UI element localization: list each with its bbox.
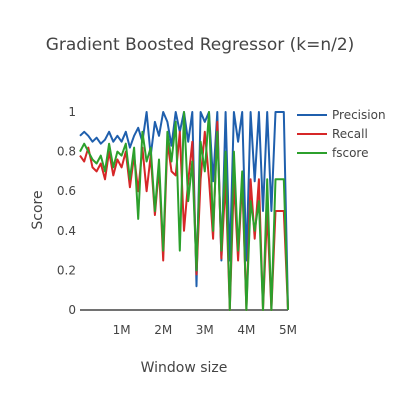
x-tick-label: 4M bbox=[237, 323, 255, 337]
y-tick-label: 0.6 bbox=[57, 184, 76, 198]
y-tick-label: 0.4 bbox=[57, 224, 76, 238]
chart-title: Gradient Boosted Regressor (k=n/2) bbox=[46, 35, 355, 55]
y-tick-label: 0 bbox=[68, 303, 76, 317]
x-tick-label: 2M bbox=[154, 323, 172, 337]
legend-label-recall: Recall bbox=[332, 127, 368, 141]
y-tick-label: 0.2 bbox=[57, 263, 76, 277]
legend: Precision Recall fscore bbox=[297, 108, 386, 160]
x-axis-title: Window size bbox=[141, 360, 228, 376]
y-axis-title: Score bbox=[30, 190, 46, 229]
y-axis-ticks: 0 0.2 0.4 0.6 0.8 1 bbox=[57, 105, 76, 317]
legend-label-fscore: fscore bbox=[332, 146, 368, 160]
series-layer bbox=[79, 111, 289, 311]
x-axis-ticks: 1M 2M 3M 4M 5M bbox=[113, 323, 297, 337]
x-tick-label: 3M bbox=[196, 323, 214, 337]
legend-label-precision: Precision bbox=[332, 108, 386, 122]
y-tick-label: 0.8 bbox=[57, 145, 76, 159]
y-tick-label: 1 bbox=[68, 105, 76, 119]
x-tick-label: 1M bbox=[113, 323, 131, 337]
x-tick-label: 5M bbox=[279, 323, 297, 337]
series-line-fscore bbox=[79, 111, 289, 311]
